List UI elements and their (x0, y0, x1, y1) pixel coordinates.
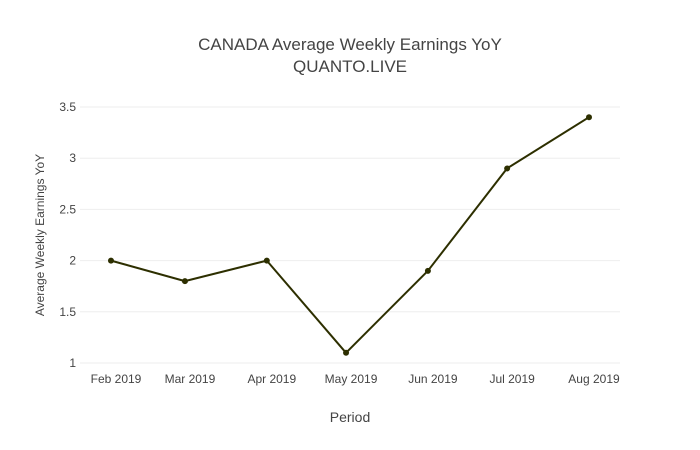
x-tick-label: Jul 2019 (489, 372, 535, 386)
series-line (110, 116, 590, 354)
data-point[interactable] (504, 165, 511, 172)
data-point[interactable] (424, 267, 431, 274)
x-tick-label: Feb 2019 (91, 372, 142, 386)
x-axis-title: Period (330, 409, 370, 425)
x-tick-label: Jun 2019 (408, 372, 458, 386)
y-tick-label: 3.5 (59, 100, 76, 114)
y-tick-label: 1 (69, 356, 76, 370)
y-tick-label: 2.5 (59, 202, 76, 216)
data-point[interactable] (586, 114, 592, 121)
y-tick-label: 1.5 (59, 305, 76, 319)
data-point[interactable] (181, 278, 188, 285)
gridlines (80, 106, 620, 364)
x-tick-label: Apr 2019 (247, 372, 296, 386)
y-tick-label: 3 (69, 151, 76, 165)
x-axis-ticks: Feb 2019 Mar 2019 Apr 2019 May 2019 Jun 2019… (91, 372, 620, 386)
chart-subtitle: QUANTO.LIVE (293, 57, 407, 76)
x-tick-label: Mar 2019 (165, 372, 216, 386)
data-point[interactable] (263, 257, 270, 264)
data-point[interactable] (343, 349, 350, 356)
y-axis-title: Average Weekly Earnings YoY (33, 154, 47, 316)
x-tick-label: Aug 2019 (568, 372, 620, 386)
y-axis-ticks: 1 1.5 2 2.5 3 3.5 (59, 100, 76, 370)
data-point[interactable] (108, 257, 114, 264)
y-tick-label: 2 (69, 254, 76, 268)
series-layer (108, 114, 592, 356)
x-tick-label: May 2019 (325, 372, 378, 386)
chart-title: CANADA Average Weekly Earnings YoY (198, 35, 502, 54)
